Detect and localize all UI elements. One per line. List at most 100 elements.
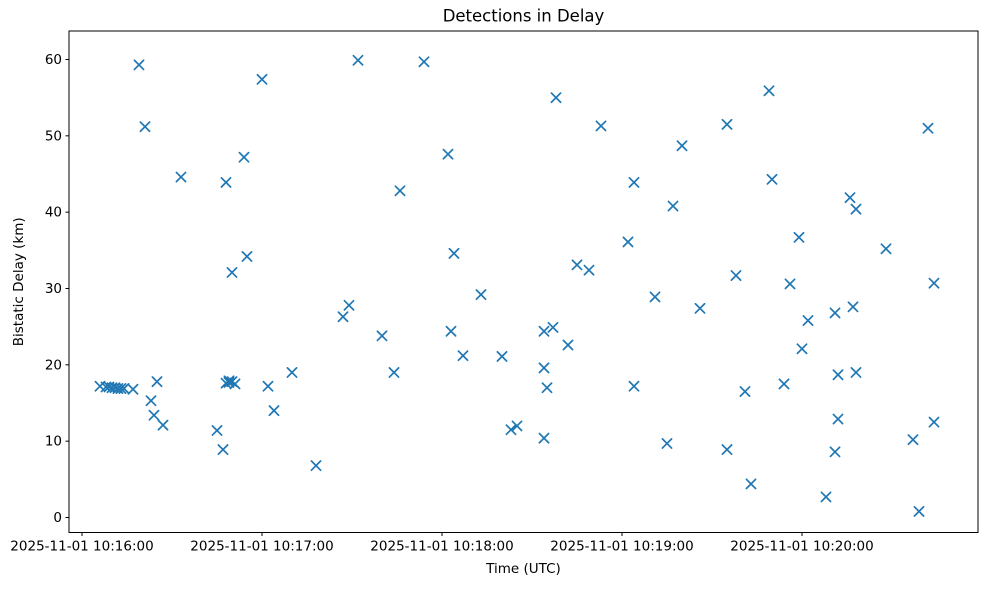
- scatter-marker: [310, 460, 322, 472]
- scatter-marker: [217, 444, 229, 456]
- scatter-marker: [661, 438, 673, 449]
- scatter-marker: [832, 369, 844, 381]
- scatter-marker: [784, 278, 796, 290]
- x-tick-label: 2025-11-01 10:17:00: [190, 539, 333, 555]
- y-tick-label: 60: [45, 52, 62, 68]
- y-tick-label: 40: [45, 205, 62, 221]
- x-tick-label: 2025-11-01 10:19:00: [550, 539, 693, 555]
- scatter-marker: [928, 277, 940, 289]
- scatter-marker: [745, 478, 757, 490]
- y-tick-label: 30: [45, 281, 62, 297]
- scatter-marker: [571, 259, 583, 271]
- scatter-marker: [256, 73, 268, 85]
- scatter-marker: [793, 231, 805, 243]
- scatter-marker: [127, 383, 139, 395]
- scatter-marker: [211, 425, 223, 436]
- y-axis-ticks: 0 10 20 30 40 50 60: [45, 52, 69, 526]
- scatter-marker: [880, 243, 892, 255]
- scatter-marker: [220, 176, 232, 188]
- scatter-marker: [394, 185, 406, 197]
- scatter-marker: [922, 122, 934, 134]
- scatter-marker: [667, 200, 679, 212]
- scatter-marker: [829, 446, 841, 458]
- scatter-marker: [268, 405, 280, 417]
- scatter-marker: [388, 367, 400, 378]
- scatter-marker: [286, 367, 298, 378]
- x-tick-label: 2025-11-01 10:16:00: [10, 539, 153, 555]
- scatter-marker: [721, 444, 733, 456]
- x-tick-label: 2025-11-01 10:18:00: [370, 539, 513, 555]
- scatter-marker: [928, 416, 940, 428]
- scatter-marker: [229, 378, 241, 390]
- scatter-marker: [445, 325, 457, 337]
- scatter-marker: [913, 505, 925, 517]
- scatter-marker: [262, 380, 274, 392]
- scatter-marker: [175, 171, 187, 183]
- scatter-marker: [538, 432, 550, 444]
- y-tick-label: 50: [45, 128, 62, 144]
- x-tick-label: 2025-11-01 10:20:00: [730, 539, 873, 555]
- scatter-marker: [649, 291, 661, 303]
- x-axis-label: Time (UTC): [485, 561, 561, 577]
- scatter-marker: [148, 409, 160, 421]
- scatter-marker: [352, 54, 364, 66]
- scatter-marker: [766, 173, 778, 185]
- scatter-marker: [547, 321, 559, 333]
- scatter-marker: [763, 85, 775, 97]
- scatter-marker: [475, 289, 487, 301]
- y-tick-label: 0: [53, 510, 62, 526]
- scatter-marker: [133, 59, 145, 71]
- scatter-marker: [226, 267, 238, 278]
- scatter-marker: [505, 424, 517, 436]
- scatter-marker: [562, 339, 574, 351]
- scatter-marker: [778, 378, 790, 390]
- scatter-marker: [595, 120, 607, 132]
- scatter-marker: [442, 148, 454, 160]
- y-axis-label: Bistatic Delay (km): [11, 217, 27, 346]
- scatter-marker: [829, 307, 841, 319]
- scatter-marker: [583, 264, 595, 276]
- scatter-marker: [118, 383, 130, 394]
- scatter-marker: [907, 434, 919, 446]
- scatter-marker: [820, 491, 832, 503]
- scatter-marker: [376, 330, 388, 342]
- scatter-marker: [796, 343, 808, 355]
- scatter-marker: [223, 376, 235, 388]
- scatter-marker: [511, 420, 523, 432]
- scatter-marker: [850, 203, 862, 215]
- scatter-marker: [622, 236, 634, 248]
- scatter-marker: [832, 413, 844, 425]
- scatter-marker: [157, 419, 169, 431]
- scatter-marker: [538, 325, 550, 337]
- y-tick-label: 10: [45, 434, 62, 450]
- scatter-marker: [628, 380, 640, 392]
- plot-area: [68, 30, 979, 533]
- scatter-marker: [457, 350, 469, 362]
- scatter-marker: [739, 386, 751, 398]
- scatter-marker: [676, 140, 688, 152]
- scatter-marker: [145, 395, 157, 407]
- scatter-marker: [721, 118, 733, 130]
- scatter-marker: [802, 315, 814, 327]
- scatter-marker: [139, 121, 151, 133]
- scatter-marker: [694, 302, 706, 314]
- scatter-marker: [223, 375, 235, 387]
- scatter-marker: [151, 376, 163, 388]
- scatter-marker: [538, 362, 550, 374]
- scatter-marker: [550, 92, 562, 104]
- scatter-markers: [94, 54, 940, 517]
- scatter-marker: [541, 382, 553, 394]
- scatter-marker: [448, 247, 460, 259]
- scatter-marker: [844, 192, 856, 204]
- x-axis-ticks: 2025-11-01 10:16:00 2025-11-01 10:17:00 20…: [10, 532, 874, 555]
- scatter-marker: [418, 56, 430, 68]
- scatter-marker: [496, 350, 508, 362]
- scatter-marker: [850, 367, 862, 378]
- y-tick-label: 20: [45, 357, 62, 373]
- scatter-marker: [847, 301, 859, 313]
- scatter-marker: [238, 151, 250, 163]
- chart-title: Detections in Delay: [443, 7, 605, 26]
- scatter-marker: [115, 383, 127, 394]
